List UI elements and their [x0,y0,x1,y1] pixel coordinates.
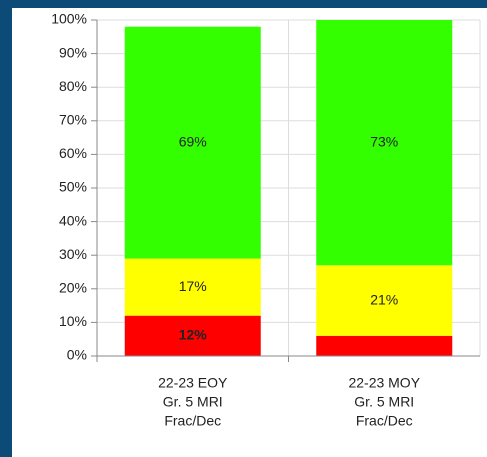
x-tick-label: 22-23 EOY [158,375,228,391]
y-tick-label: 20% [59,280,87,296]
y-tick-label: 30% [59,246,87,262]
bar-segment [316,20,453,266]
x-tick-label: Frac/Dec [164,413,221,429]
y-tick-label: 80% [59,78,87,94]
data-label: 17% [179,278,207,294]
bar-segment [316,265,453,336]
y-tick-label: 60% [59,145,87,161]
data-label: 69% [179,133,207,149]
y-tick-label: 40% [59,212,87,228]
x-tick-label: Frac/Dec [356,413,413,429]
bar-segment [316,335,453,356]
data-label: 73% [370,133,398,149]
bar-segment [124,26,261,259]
y-tick-label: 10% [59,313,87,329]
x-tick-label: 22-23 MOY [348,375,420,391]
x-tick-label: Gr. 5 MRI [163,394,223,410]
bar-segment [124,315,261,356]
x-tick-label: Gr. 5 MRI [354,394,414,410]
data-label: 21% [370,291,398,307]
y-tick-label: 100% [51,11,87,27]
data-label: 12% [179,327,208,343]
y-tick-label: 70% [59,112,87,128]
y-tick-label: 90% [59,44,87,60]
y-tick-label: 50% [59,179,87,195]
y-tick-label: 0% [67,347,87,363]
bar-segment [124,258,261,316]
